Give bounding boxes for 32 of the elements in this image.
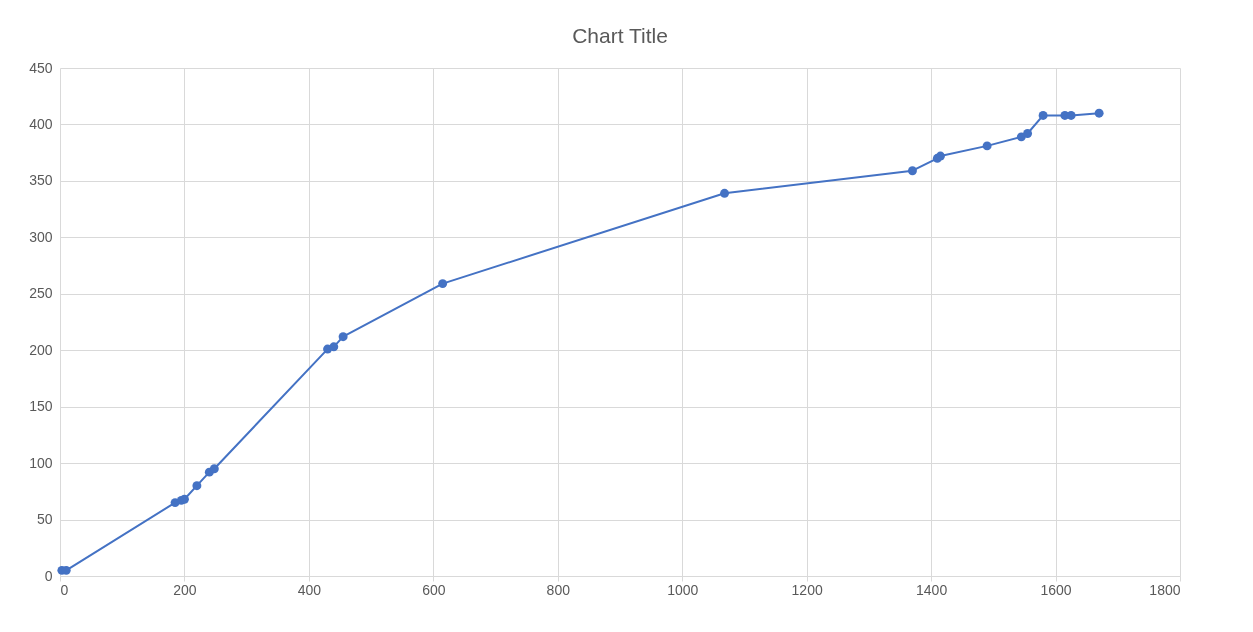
point [907, 166, 917, 176]
point [1023, 129, 1033, 138]
point [720, 188, 730, 198]
y-tick-label: 250 [29, 285, 53, 302]
point [982, 141, 992, 151]
y-tick-label: 150 [29, 398, 53, 415]
y-tick-label: 50 [36, 511, 53, 528]
point [1038, 110, 1048, 120]
x-tick-label: 200 [173, 581, 197, 598]
x-tick-label: 400 [297, 581, 322, 598]
x-tick-label: 1600 [1040, 581, 1072, 598]
y-tick-label: 300 [29, 228, 53, 245]
x-tick-label: 1000 [667, 581, 699, 598]
x-tick-label: 1400 [916, 581, 948, 598]
x-tick-label: 800 [546, 581, 571, 598]
y-tick-label: 350 [29, 172, 53, 189]
y-tick-label: 450 [29, 59, 53, 76]
y-tick-label: 100 [29, 454, 53, 471]
point [1094, 108, 1104, 118]
y-tick-label: 200 [29, 341, 53, 358]
x-tick-label: 1200 [791, 581, 823, 598]
point [329, 342, 339, 352]
x-tick-label: 1800 [1149, 581, 1181, 598]
point [209, 464, 219, 474]
y-tick-label: 400 [29, 115, 53, 132]
point [338, 332, 348, 342]
x-tick-label: 600 [422, 581, 446, 598]
point [438, 279, 448, 289]
chart-title: Chart Title [572, 24, 668, 47]
x-tick-label: 0 [60, 581, 69, 598]
point [192, 481, 202, 491]
y-tick-label: 0 [44, 567, 53, 584]
